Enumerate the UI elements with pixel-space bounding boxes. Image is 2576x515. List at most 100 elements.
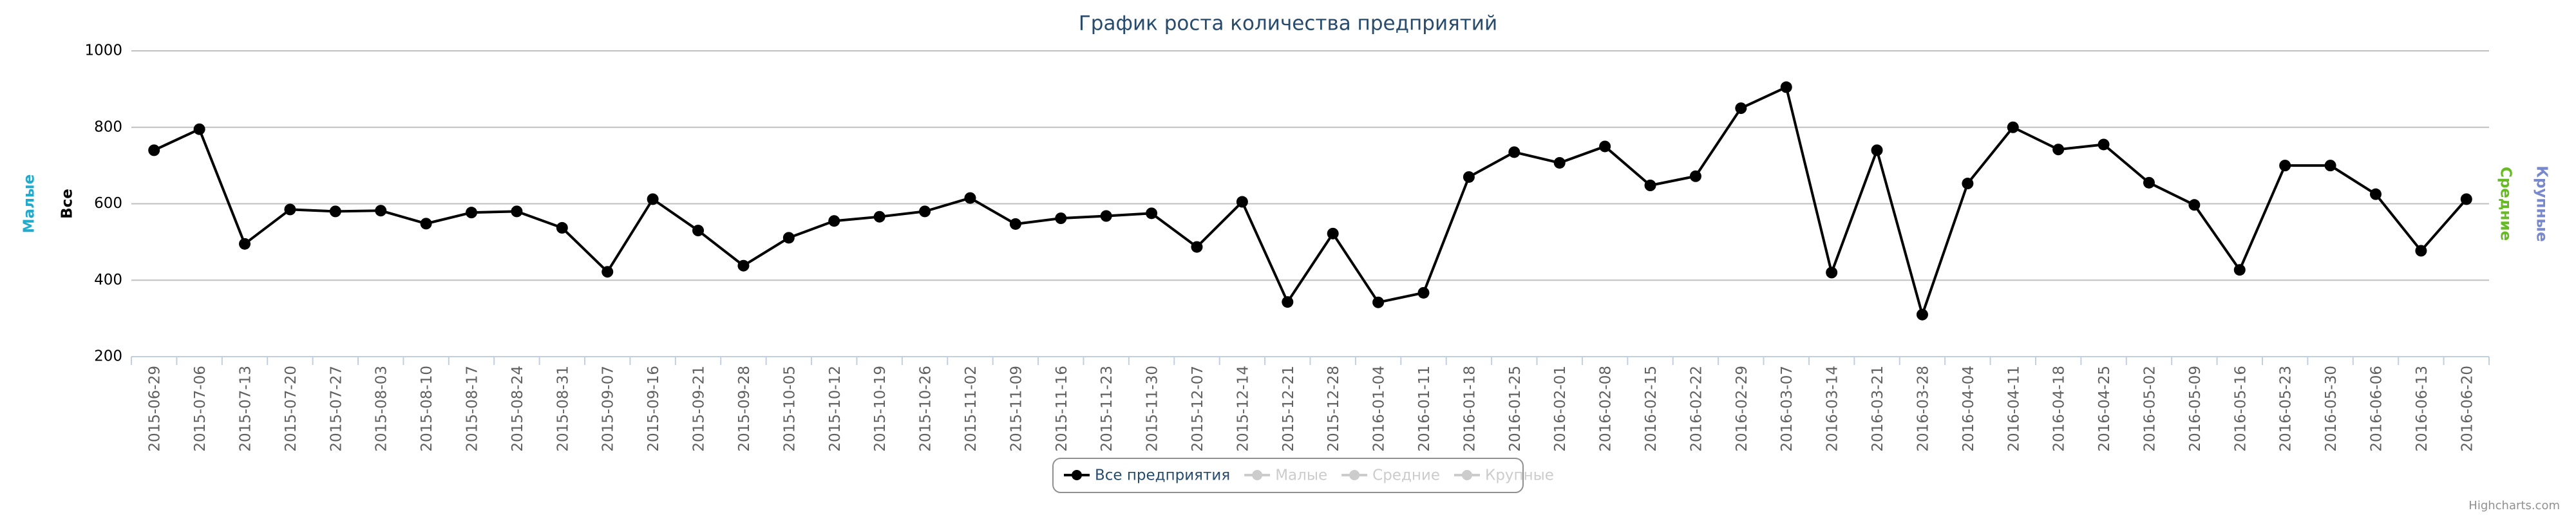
y-tick-label: 800 xyxy=(94,118,122,135)
data-point xyxy=(284,203,296,216)
y-tick-label: 600 xyxy=(94,195,122,212)
x-tick-label: 2015-08-17 xyxy=(464,366,481,452)
x-tick-label: 2015-10-26 xyxy=(918,366,934,452)
x-tick-label: 2015-11-09 xyxy=(1008,366,1025,452)
data-point xyxy=(1599,140,1611,153)
x-tick-label: 2015-10-12 xyxy=(827,366,844,452)
data-point xyxy=(511,205,523,218)
x-tick-label: 2015-11-16 xyxy=(1054,366,1070,452)
x-tick-label: 2016-02-08 xyxy=(1598,366,1615,452)
x-tick-label: 2016-01-11 xyxy=(1416,366,1433,452)
data-point xyxy=(1372,296,1385,308)
x-tick-label: 2016-06-06 xyxy=(2368,366,2385,452)
data-point xyxy=(692,225,705,237)
data-point xyxy=(2007,121,2019,133)
data-point xyxy=(2324,160,2336,172)
x-tick-label: 2016-02-01 xyxy=(1552,366,1569,452)
data-point xyxy=(782,232,795,244)
legend-symbol xyxy=(1349,470,1360,480)
data-point xyxy=(329,205,341,218)
x-tick-label: 2015-12-28 xyxy=(1325,366,1342,452)
data-point xyxy=(1689,170,1701,182)
x-tick-label: 2015-12-21 xyxy=(1280,366,1297,452)
x-tick-label: 2015-08-31 xyxy=(554,366,571,452)
x-tick-label: 2016-05-30 xyxy=(2323,366,2340,452)
data-point xyxy=(2279,160,2291,172)
data-point xyxy=(1055,212,1067,225)
data-point xyxy=(601,266,614,278)
x-tick-label: 2015-08-03 xyxy=(374,366,390,452)
x-tick-label: 2015-07-27 xyxy=(328,366,345,452)
data-point xyxy=(1327,227,1339,239)
y-tick-label: 200 xyxy=(94,348,122,365)
legend-label: Все предприятия xyxy=(1095,467,1230,484)
data-point xyxy=(1191,241,1203,253)
x-tick-label: 2015-11-23 xyxy=(1099,366,1115,452)
data-point xyxy=(2098,138,2110,151)
legend-box xyxy=(1052,458,1524,493)
x-tick-label: 2016-02-22 xyxy=(1688,366,1705,452)
axis-title: Малые xyxy=(21,174,38,234)
data-point xyxy=(466,207,478,219)
data-point xyxy=(1463,171,1475,183)
x-tick-label: 2015-11-30 xyxy=(1144,366,1161,452)
legend: Все предприятия Малые Средние Крупные xyxy=(1052,458,1554,493)
x-tick-label: 2015-08-10 xyxy=(419,366,435,452)
x-tick-label: 2016-04-11 xyxy=(2005,366,2022,452)
data-point xyxy=(1871,144,1883,156)
y-tick-label: 1000 xyxy=(84,42,122,59)
x-tick-label: 2015-08-24 xyxy=(509,366,526,452)
x-tick-label: 2016-06-20 xyxy=(2459,366,2476,452)
legend-symbol xyxy=(1462,470,1472,480)
x-tick-label: 2016-02-29 xyxy=(1734,366,1750,452)
data-point xyxy=(1553,156,1566,169)
legend-item[interactable]: Средние xyxy=(1341,467,1440,484)
data-point xyxy=(1009,218,1021,230)
data-point xyxy=(1100,210,1112,222)
x-tick-label: 2015-09-07 xyxy=(600,366,617,452)
data-point xyxy=(2052,144,2065,156)
x-tick-label: 2015-11-02 xyxy=(963,366,980,452)
x-tick-label: 2016-03-14 xyxy=(1824,366,1841,452)
x-tick-label: 2016-01-25 xyxy=(1507,366,1524,452)
x-tick-label: 2015-06-29 xyxy=(147,366,164,452)
x-tick-label: 2016-03-21 xyxy=(1870,366,1886,452)
data-point xyxy=(1644,180,1656,191)
x-tick-label: 2015-07-20 xyxy=(283,366,299,452)
x-tick-label: 2015-09-16 xyxy=(645,366,662,452)
x-tick-label: 2016-05-16 xyxy=(2232,366,2249,452)
x-tick-label: 2015-09-21 xyxy=(691,366,708,452)
legend-item[interactable]: Все предприятия xyxy=(1064,467,1230,484)
x-tick-label: 2015-12-07 xyxy=(1189,366,1206,452)
data-point xyxy=(1146,207,1158,220)
data-point xyxy=(1236,196,1248,208)
x-tick-label: 2016-04-18 xyxy=(2051,366,2068,452)
x-tick-label: 2016-01-18 xyxy=(1461,366,1478,452)
data-point xyxy=(919,205,931,218)
legend-item[interactable]: Малые xyxy=(1244,467,1327,484)
data-point xyxy=(1962,178,1974,190)
data-point xyxy=(1916,308,1928,321)
data-point xyxy=(193,123,205,135)
data-point xyxy=(2460,193,2472,205)
legend-label: Малые xyxy=(1275,467,1327,484)
x-tick-label: 2016-04-25 xyxy=(2096,366,2113,452)
data-point xyxy=(1508,146,1520,158)
data-point xyxy=(2143,176,2155,189)
axis-title: Крупные xyxy=(2533,165,2550,241)
legend-label: Крупные xyxy=(1485,467,1554,484)
data-point xyxy=(2188,199,2201,211)
credits[interactable]: Highcharts.com xyxy=(2468,499,2560,512)
x-tick-label: 2015-07-13 xyxy=(238,366,254,452)
x-tick-label: 2016-02-15 xyxy=(1643,366,1660,452)
x-tick-label: 2016-06-13 xyxy=(2414,366,2430,452)
x-tick-label: 2015-10-19 xyxy=(872,366,889,452)
data-point xyxy=(148,144,160,156)
x-tick-label: 2015-09-28 xyxy=(736,366,753,452)
data-point xyxy=(1417,286,1430,299)
data-point xyxy=(2415,245,2427,257)
data-point xyxy=(1780,81,1792,93)
legend-item[interactable]: Крупные xyxy=(1454,467,1554,484)
